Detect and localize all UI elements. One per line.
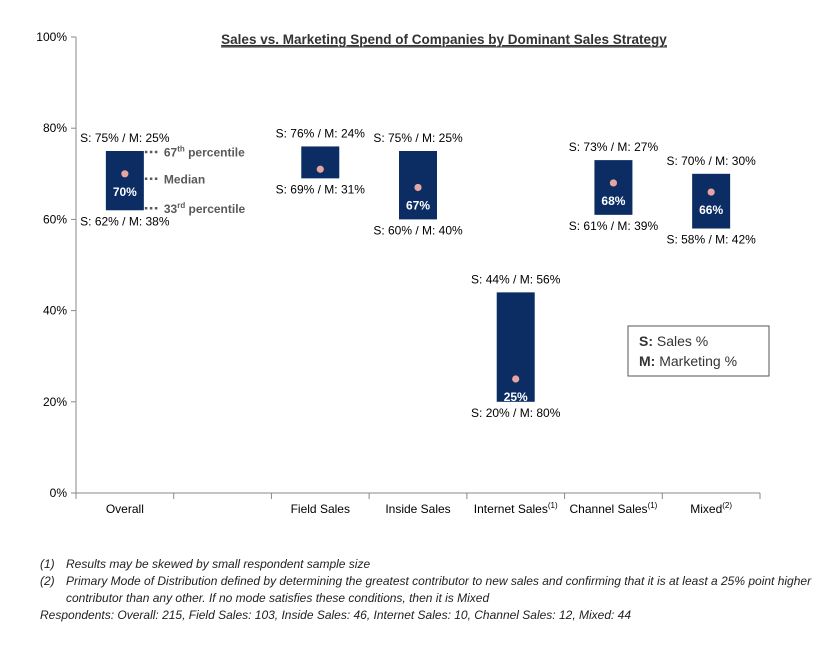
range-bar: [496, 292, 535, 402]
top-range-label: S: 75% / M: 25%: [80, 131, 170, 145]
bottom-range-label: S: 20% / M: 80%: [471, 406, 561, 420]
median-label: 25%: [504, 390, 528, 404]
top-range-label: S: 73% / M: 27%: [569, 140, 659, 154]
median-label: 70%: [113, 185, 137, 199]
y-tick-label: 80%: [43, 121, 67, 135]
x-category-label: Field Sales: [291, 502, 350, 516]
y-tick-label: 40%: [43, 304, 67, 318]
median-dot: [707, 188, 715, 196]
median-dot: [414, 183, 422, 192]
y-tick-label: 0%: [50, 486, 68, 500]
median-dot: [121, 170, 129, 178]
p33-annotation: 33rd percentile: [164, 201, 246, 216]
y-tick-label: 60%: [43, 212, 67, 226]
median-dot: [316, 165, 324, 173]
median-label: 71%: [308, 180, 332, 194]
chart-title: Sales vs. Marketing Spend of Companies b…: [221, 32, 667, 47]
x-category-label: Mixed(2): [690, 501, 732, 516]
bottom-range-label: S: 60% / M: 40%: [373, 223, 463, 237]
footnote-2-number: (2): [40, 574, 55, 588]
footnote-1-text: Results may be skewed by small responden…: [66, 557, 371, 571]
footnote-1: (1) Results may be skewed by small respo…: [40, 556, 820, 573]
top-range-label: S: 44% / M: 56%: [471, 272, 561, 286]
footnote-1-number: (1): [40, 557, 55, 571]
legend-item: S: Sales %: [639, 333, 708, 349]
legend-box: [627, 325, 770, 377]
median-label: 68%: [601, 194, 625, 208]
range-bar: [105, 151, 144, 211]
bottom-range-label: S: 61% / M: 39%: [569, 219, 659, 233]
bottom-range-label: S: 58% / M: 42%: [666, 233, 756, 247]
top-range-label: S: 70% / M: 30%: [666, 154, 756, 168]
range-bar: [692, 173, 731, 229]
bottom-range-label: S: 69% / M: 31%: [276, 182, 366, 196]
top-range-label: S: 75% / M: 25%: [373, 131, 463, 145]
median-dot: [609, 179, 618, 187]
footnotes: (1) Results may be skewed by small respo…: [40, 556, 820, 624]
median-label: 66%: [699, 203, 723, 217]
top-range-label: S: 76% / M: 24%: [276, 126, 366, 140]
p67-annotation: 67th percentile: [164, 145, 245, 160]
y-tick-label: 100%: [36, 30, 67, 44]
footnote-2-text: Primary Mode of Distribution defined by …: [66, 574, 812, 605]
median-label: 67%: [406, 198, 430, 212]
range-bar: [301, 146, 340, 179]
legend-item: M: Marketing %: [639, 353, 737, 369]
median-dot: [512, 375, 520, 383]
y-tick-label: 20%: [43, 395, 67, 409]
chart: Sales vs. Marketing Spend of Companies b…: [36, 30, 770, 516]
range-bar: [594, 160, 633, 215]
x-category-label: Overall: [106, 502, 144, 516]
respondents-note: Respondents: Overall: 215, Field Sales: …: [40, 608, 632, 622]
x-category-label: Inside Sales: [385, 502, 450, 516]
bottom-range-label: S: 62% / M: 38%: [80, 214, 170, 228]
x-category-label: Internet Sales(1): [474, 501, 558, 516]
footnote-2: (2) Primary Mode of Distribution defined…: [40, 573, 820, 607]
x-category-label: Channel Sales(1): [570, 501, 658, 516]
median-annotation: Median: [164, 172, 205, 186]
